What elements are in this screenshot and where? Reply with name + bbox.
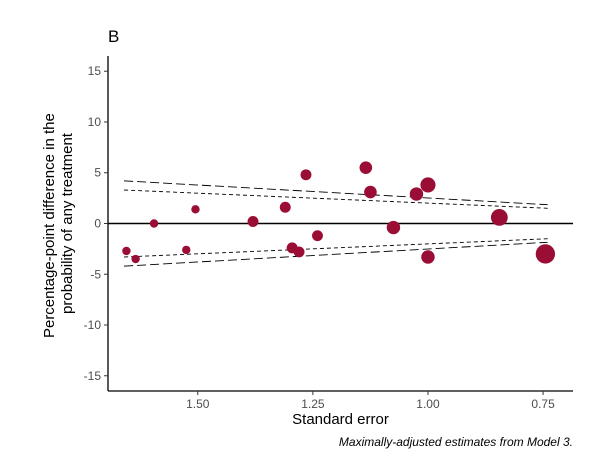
y-tick-label: 10 [88,115,102,129]
x-axis-ticks: 1.50 1.25 1.00 0.75 [186,391,555,411]
y-axis-title: Percentage-point difference in the proba… [41,109,76,338]
data-point [490,209,508,226]
caption: Maximally-adjusted estimates from Model … [339,435,573,449]
funnel-line [124,241,548,267]
x-axis-title: Standard error [292,411,389,428]
data-point [149,219,159,228]
funnel-line [124,238,548,258]
y-tick-label: -5 [90,267,101,281]
funnel-line [124,189,548,209]
funnel-line [124,180,548,206]
x-tick-label: 1.50 [186,397,210,411]
data-point [182,245,191,255]
y-tick-label: -10 [84,318,102,332]
y-axis-title-line-1: Percentage-point difference in the [41,113,58,338]
x-tick-label: 1.00 [416,397,440,411]
y-tick-label: -15 [84,369,102,383]
y-tick-label: 15 [88,64,102,78]
data-point [131,254,140,264]
data-point [279,201,291,213]
data-point [122,246,131,256]
data-point [300,169,312,181]
data-point [420,177,436,193]
data-point [409,187,424,201]
data-point [247,216,259,227]
y-tick-label: 5 [94,166,101,180]
data-point [421,250,435,264]
x-tick-label: 0.75 [531,397,555,411]
data-points [122,161,556,264]
funnel-lines [124,180,548,267]
y-tick-label: 0 [94,217,101,231]
data-point [535,244,556,264]
data-point [191,205,200,214]
data-point [359,161,373,174]
y-axis-ticks: 15 10 5 0 -5 -10 -15 [84,64,108,383]
panel-label: B [108,27,119,46]
data-point [293,246,305,258]
data-point [386,220,401,235]
data-point [312,230,323,242]
data-point [364,185,377,199]
y-axis-title-line-2: probability of any treatment [59,132,76,314]
x-tick-label: 1.25 [301,397,325,411]
